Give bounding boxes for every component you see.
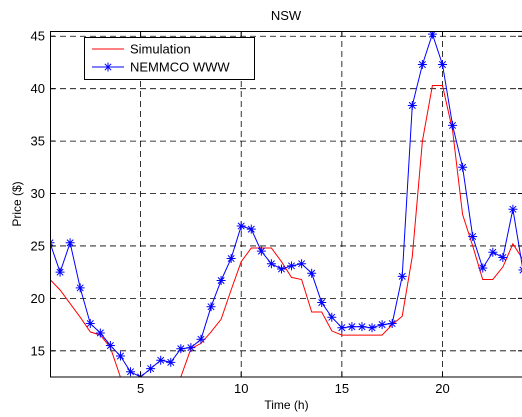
x-tick-label: 15 xyxy=(335,381,349,396)
x-tick-label: 10 xyxy=(234,381,248,396)
legend-label: NEMMCO WWW xyxy=(130,60,230,75)
data-point-marker xyxy=(327,312,337,322)
data-point-marker xyxy=(437,60,447,70)
series-simulation xyxy=(50,85,522,377)
data-point-marker xyxy=(55,267,65,277)
series-line xyxy=(50,85,522,377)
plot-area xyxy=(50,31,522,377)
y-tick-label: 15 xyxy=(31,343,45,358)
x-tick-label: 5 xyxy=(137,381,144,396)
data-point-marker xyxy=(387,319,397,329)
x-tick-label: 20 xyxy=(435,381,449,396)
legend: Simulation NEMMCO WWW xyxy=(84,37,255,80)
data-point-marker xyxy=(458,162,468,172)
legend-label: Simulation xyxy=(130,42,191,57)
data-point-marker xyxy=(103,62,113,72)
data-point-marker xyxy=(357,322,367,332)
data-point-marker xyxy=(246,224,256,234)
data-point-marker xyxy=(397,271,407,281)
data-point-marker xyxy=(417,60,427,70)
data-point-marker xyxy=(488,247,498,257)
grid-lines xyxy=(50,31,522,377)
series-line xyxy=(50,32,522,377)
y-tick-label: 40 xyxy=(31,81,45,96)
data-point-marker xyxy=(448,120,458,130)
data-point-marker xyxy=(216,276,226,286)
data-point-marker xyxy=(508,204,518,214)
legend-box xyxy=(84,37,255,80)
data-point-marker xyxy=(95,328,105,338)
data-point-marker xyxy=(75,283,85,293)
data-point-marker xyxy=(266,259,276,269)
chart-title: NSW xyxy=(271,8,302,23)
data-point-marker xyxy=(206,302,216,312)
data-point-marker xyxy=(367,323,377,333)
data-point-marker xyxy=(176,344,186,354)
data-point-marker xyxy=(105,341,115,351)
data-point-marker xyxy=(85,319,95,329)
data-point-marker xyxy=(236,221,246,231)
data-point-marker xyxy=(226,254,236,264)
data-point-marker xyxy=(337,323,347,333)
series-nemmco xyxy=(50,31,522,377)
data-point-marker xyxy=(276,264,286,274)
data-point-marker xyxy=(498,252,508,262)
y-tick-label: 25 xyxy=(31,238,45,253)
y-tick-label: 20 xyxy=(31,291,45,306)
data-point-marker xyxy=(166,357,176,367)
data-point-marker xyxy=(186,343,196,353)
data-point-marker xyxy=(156,355,166,365)
y-tick-label: 45 xyxy=(31,29,45,44)
y-axis-title: Price ($) xyxy=(10,181,24,226)
data-point-marker xyxy=(65,238,75,248)
data-point-marker xyxy=(307,268,317,278)
data-point-marker xyxy=(115,351,125,361)
data-point-marker xyxy=(297,259,307,269)
data-point-marker xyxy=(468,232,478,242)
series-layer xyxy=(50,31,522,377)
data-point-marker xyxy=(146,364,156,374)
plot-border xyxy=(50,31,522,378)
data-point-marker xyxy=(196,334,206,344)
y-tick-label: 35 xyxy=(31,134,45,149)
data-point-marker xyxy=(377,320,387,330)
data-point-marker xyxy=(287,261,297,271)
data-point-marker xyxy=(126,367,136,377)
data-point-marker xyxy=(478,263,488,273)
data-point-marker xyxy=(347,322,357,332)
data-point-marker xyxy=(427,31,437,39)
data-point-marker xyxy=(256,246,266,256)
axis-ticks: 5 10 15 20 15 20 25 30 35 40 45 xyxy=(31,29,522,396)
y-tick-label: 30 xyxy=(31,186,45,201)
x-axis-title: Time (h) xyxy=(264,398,308,412)
data-point-marker xyxy=(407,100,417,110)
data-point-marker xyxy=(317,298,327,308)
